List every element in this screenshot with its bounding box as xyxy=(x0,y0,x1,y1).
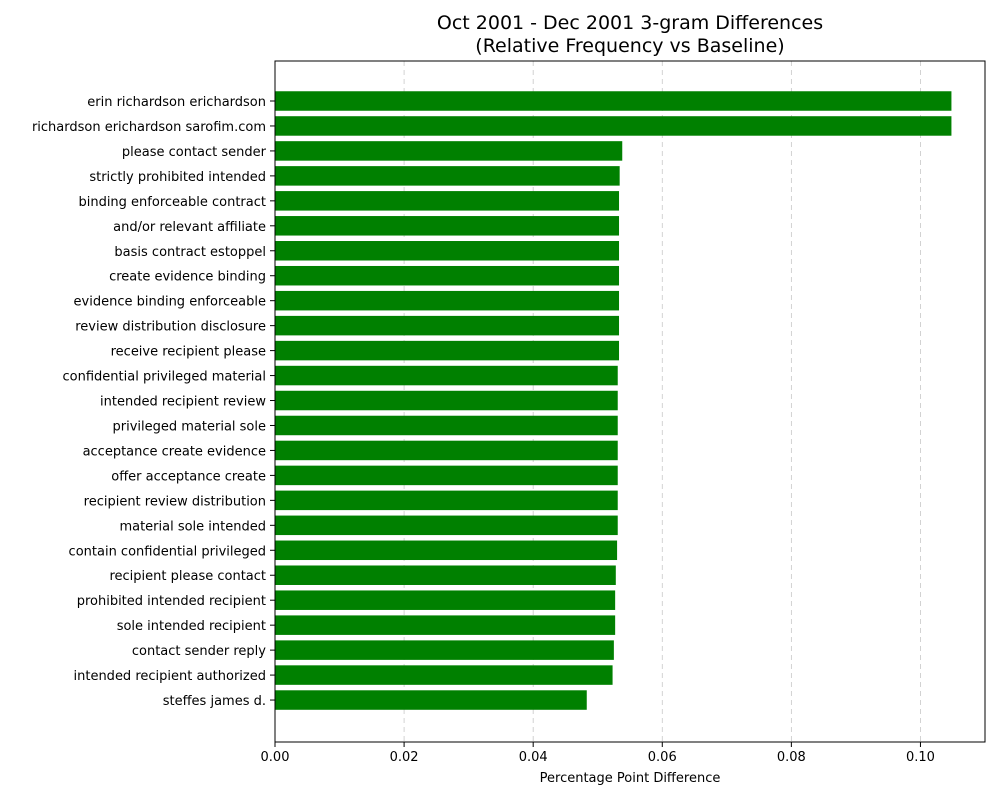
bar xyxy=(275,640,614,660)
y-tick-label: richardson erichardson sarofim.com xyxy=(32,120,266,135)
x-axis-label: Percentage Point Difference xyxy=(540,771,721,786)
y-tick-label: material sole intended xyxy=(119,519,266,534)
bar xyxy=(275,590,616,610)
y-tick-label: evidence binding enforceable xyxy=(74,295,266,310)
y-tick-label: binding enforceable contract xyxy=(78,195,266,210)
x-tick-labels: 0.00 0.02 0.04 0.06 0.08 0.10 xyxy=(261,742,935,765)
bar xyxy=(275,490,618,511)
x-tick-label: 0.04 xyxy=(519,750,548,765)
y-tick-label: prohibited intended recipient xyxy=(77,594,266,609)
y-tick-label: steffes james d. xyxy=(163,694,266,709)
y-tick-label: strictly prohibited intended xyxy=(89,170,266,185)
y-tick-label: recipient please contact xyxy=(109,569,266,584)
chart-title: Oct 2001 - Dec 2001 3-gram Differences xyxy=(437,12,823,34)
bar xyxy=(275,290,620,311)
x-tick-label: 0.08 xyxy=(777,750,806,765)
bar xyxy=(275,515,618,536)
y-tick-label: sole intended recipient xyxy=(117,619,266,634)
y-tick-label: contain confidential privileged xyxy=(69,544,266,559)
y-tick-label: privileged material sole xyxy=(113,419,267,434)
bar xyxy=(275,690,587,710)
y-tick-label: receive recipient please xyxy=(111,345,266,360)
x-tick-label: 0.00 xyxy=(261,750,290,765)
bar xyxy=(275,315,620,336)
y-tick-label: acceptance create evidence xyxy=(83,444,266,459)
bar xyxy=(275,540,618,561)
bar xyxy=(275,241,620,261)
y-tick-labels: erin richardson erichardson richardson er… xyxy=(32,95,275,709)
bar xyxy=(275,565,616,585)
plot-frame xyxy=(274,60,986,743)
y-tick-label: contact sender reply xyxy=(132,644,266,659)
bar xyxy=(275,365,618,386)
bar xyxy=(275,465,618,486)
y-tick-label: please contact sender xyxy=(122,145,267,160)
y-tick-label: review distribution disclosure xyxy=(75,320,266,335)
y-tick-label: offer acceptance create xyxy=(111,469,266,484)
bar xyxy=(275,415,618,436)
bar xyxy=(275,440,618,461)
bar xyxy=(275,166,620,186)
bar xyxy=(275,340,620,361)
bar xyxy=(275,91,952,111)
bar xyxy=(275,615,616,635)
bar xyxy=(275,116,952,136)
bar xyxy=(275,390,618,411)
x-tick-label: 0.10 xyxy=(906,750,935,765)
x-tick-label: 0.06 xyxy=(648,750,677,765)
y-tick-label: confidential privileged material xyxy=(63,370,266,385)
chart-subtitle: (Relative Frequency vs Baseline) xyxy=(475,35,784,57)
y-tick-label: erin richardson erichardson xyxy=(87,95,266,110)
bar xyxy=(275,265,620,286)
x-tick-label: 0.02 xyxy=(390,750,419,765)
y-tick-label: and/or relevant affiliate xyxy=(113,220,266,235)
y-tick-label: intended recipient authorized xyxy=(74,669,267,684)
bar xyxy=(275,141,623,161)
y-tick-label: basis contract estoppel xyxy=(114,245,266,260)
bar xyxy=(275,665,613,685)
bars xyxy=(275,91,952,710)
bar xyxy=(275,191,620,211)
y-tick-label: recipient review distribution xyxy=(84,494,266,509)
y-tick-label: intended recipient review xyxy=(100,395,266,410)
y-tick-label: create evidence binding xyxy=(109,270,266,285)
bar xyxy=(275,216,620,236)
